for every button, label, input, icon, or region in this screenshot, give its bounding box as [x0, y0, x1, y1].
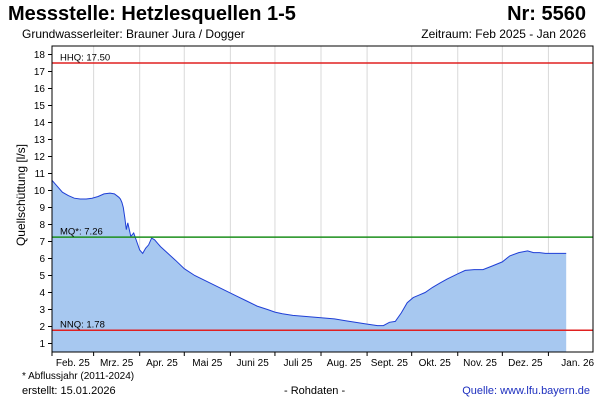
x-tick-label: Sept. 25 — [371, 358, 409, 369]
x-tick-label: Apr. 25 — [146, 358, 178, 369]
y-tick-label: 8 — [39, 220, 45, 231]
source-link[interactable]: Quelle: www.lfu.bayern.de — [462, 385, 590, 397]
y-tick-label: 17 — [34, 67, 46, 78]
y-tick-label: 3 — [39, 305, 45, 316]
x-tick-label: Feb. 25 — [56, 358, 90, 369]
y-tick-label: 7 — [39, 237, 45, 248]
x-tick-label: Dez. 25 — [508, 358, 543, 369]
x-tick-label: Okt. 25 — [419, 358, 452, 369]
footnote: * Abflussjahr (2011-2024) — [22, 371, 135, 382]
y-tick-label: 1 — [39, 339, 45, 350]
plot-frame — [51, 45, 594, 353]
y-tick-label: 4 — [39, 288, 45, 299]
y-tick-label: 16 — [34, 84, 46, 95]
y-tick-label: 10 — [34, 186, 46, 197]
x-tick-label: Jan. 26 — [561, 358, 594, 369]
x-tick-label: Juni 25 — [237, 358, 270, 369]
y-tick-label: 9 — [39, 203, 45, 214]
station-number: Nr: 5560 — [507, 3, 586, 25]
reference-lines: HHQ: 17.50 MQ*: 7.26 NNQ: 1.78 — [52, 53, 593, 331]
y-tick-label: 13 — [34, 135, 46, 146]
y-tick-label: 11 — [35, 169, 46, 180]
y-tick-label: 18 — [34, 50, 46, 61]
x-tick-label: Mai 25 — [192, 358, 222, 369]
aquifer-label: Grundwasserleiter: Brauner Jura / Dogger — [22, 27, 245, 41]
series-area-fill — [52, 180, 567, 352]
x-tick-label: Mrz. 25 — [100, 358, 134, 369]
x-tick-label: Juli 25 — [284, 358, 313, 369]
y-tick-label: 14 — [34, 118, 46, 129]
station-title: Messstelle: Hetzlesquellen 1-5 — [8, 3, 296, 25]
reference-label: NNQ: 1.78 — [60, 320, 105, 331]
y-tick-label: 2 — [39, 322, 45, 333]
series-line — [51, 179, 567, 327]
reference-label: HHQ: 17.50 — [60, 53, 110, 64]
x-tick-label: Aug. 25 — [327, 358, 362, 369]
rawdata-label: - Rohdaten - — [284, 385, 346, 397]
created-date: erstellt: 15.01.2026 — [22, 385, 116, 397]
x-tick-label: Nov. 25 — [463, 358, 497, 369]
y-tick-label: 6 — [39, 254, 45, 265]
axes: Feb. 25 Mrz. 25 Apr. 25 Mai 25 Juni 25 Juli 2… — [34, 45, 595, 369]
y-tick-label: 12 — [34, 152, 46, 163]
period-label: Zeitraum: Feb 2025 - Jan 2026 — [421, 27, 586, 41]
series-area — [51, 179, 567, 352]
y-tick-label: 15 — [34, 101, 46, 112]
y-axis-title: Quellschüttung [l/s] — [14, 144, 28, 246]
y-tick-label: 5 — [39, 271, 45, 282]
reference-label: MQ*: 7.26 — [60, 227, 103, 238]
